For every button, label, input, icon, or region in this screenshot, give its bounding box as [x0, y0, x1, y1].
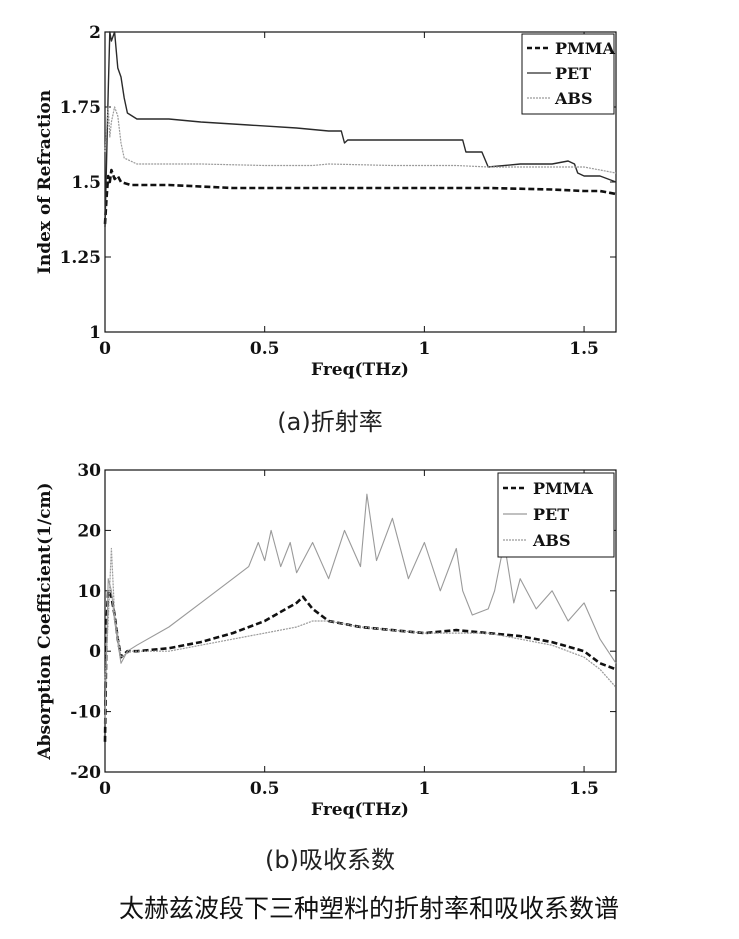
y-axis-label-a: Index of Refraction [35, 90, 55, 274]
legend-label-pet-b: PET [533, 505, 569, 524]
legend-box-b [497, 472, 615, 558]
y-tick-label-b: 10 [77, 582, 101, 602]
series-group-a [103, 31, 617, 228]
caption-a: (a)折射率 [277, 408, 382, 436]
y-tick-label-b: 0 [89, 642, 101, 662]
legend-label-pmma-b: PMMA [533, 479, 593, 498]
x-tick-labels-b: 0 0.5 1 1.5 [99, 779, 599, 799]
legend-label-pmma-a: PMMA [555, 39, 615, 58]
y-tick-label-b: -10 [70, 703, 101, 723]
x-tick-label-b: 1 [418, 779, 430, 799]
y-tick-label-a: 2 [89, 23, 101, 43]
y-tick-labels-b: -20 -10 0 10 20 30 [70, 461, 101, 783]
series-line-pmma-a [103, 168, 617, 225]
series-line-pmma-b [103, 589, 617, 742]
x-tick-label-b: 0.5 [250, 779, 280, 799]
y-tick-label-a: 1.25 [60, 248, 101, 268]
y-tick-labels-a: 1 1.25 1.5 1.75 2 [60, 23, 101, 343]
series-line-abs-b [104, 547, 617, 688]
series-line-pet-b [104, 493, 617, 724]
x-axis-label-a: Freq(THz) [311, 360, 409, 380]
chart-refraction-index: 0 0.5 1 1.5 1 1.25 1.5 1.75 2 Freq(THz) Index o… [35, 23, 617, 436]
legend-label-abs-b: ABS [532, 531, 571, 550]
y-tick-label-a: 1.5 [71, 173, 101, 193]
legend-a: PMMA PET ABS [521, 33, 615, 115]
series-line-pet-a [104, 31, 617, 228]
x-tick-label-a: 0.5 [250, 339, 280, 359]
y-tick-label-a: 1 [89, 323, 101, 343]
x-tick-label-a: 1 [418, 339, 430, 359]
x-tick-label-a: 0 [99, 339, 111, 359]
chart-absorption-coefficient: 0 0.5 1 1.5 -20 -10 0 10 20 30 Freq(THz) Absorpt… [35, 461, 617, 874]
y-axis-label-b: Absorption Coefficient(1/cm) [35, 482, 55, 760]
legend-label-pet-a: PET [555, 64, 591, 83]
y-tick-label-b: 30 [77, 461, 101, 481]
x-tick-label-b: 0 [99, 779, 111, 799]
caption-b: (b)吸收系数 [265, 846, 395, 874]
y-tick-label-b: -20 [70, 763, 101, 783]
x-axis-label-b: Freq(THz) [311, 800, 409, 820]
figure-caption: 太赫兹波段下三种塑料的折射率和吸收系数谱 [119, 894, 619, 923]
legend-b: PMMA PET ABS [497, 472, 615, 558]
series-line-abs-a [104, 106, 617, 174]
x-tick-label-a: 1.5 [569, 339, 599, 359]
legend-label-abs-a: ABS [554, 89, 593, 108]
y-tick-label-b: 20 [77, 521, 101, 541]
x-tick-labels-a: 0 0.5 1 1.5 [99, 339, 599, 359]
series-group-b [103, 493, 617, 742]
x-tick-label-b: 1.5 [569, 779, 599, 799]
y-tick-label-a: 1.75 [60, 98, 101, 118]
